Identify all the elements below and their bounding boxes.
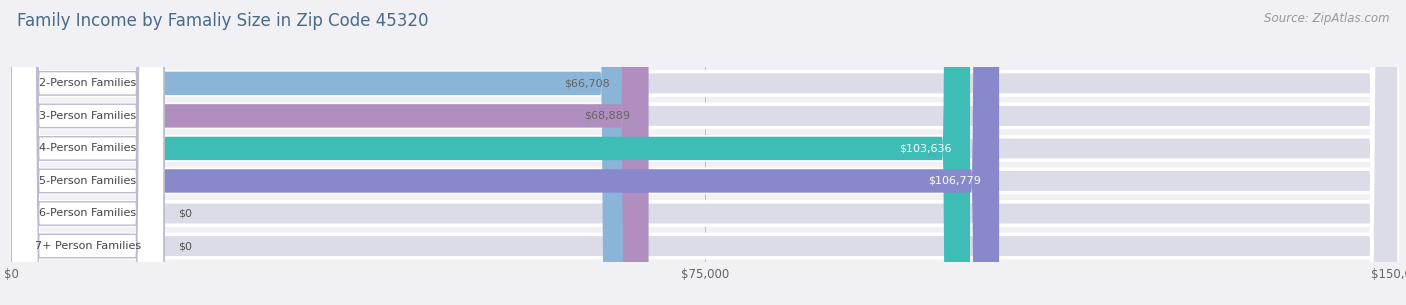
FancyBboxPatch shape [11, 0, 1399, 305]
FancyBboxPatch shape [11, 0, 1399, 305]
Text: Family Income by Famaliy Size in Zip Code 45320: Family Income by Famaliy Size in Zip Cod… [17, 12, 429, 30]
Text: $103,636: $103,636 [898, 143, 952, 153]
FancyBboxPatch shape [11, 0, 165, 305]
FancyBboxPatch shape [11, 0, 1399, 305]
Text: 6-Person Families: 6-Person Families [39, 209, 136, 218]
Text: $106,779: $106,779 [928, 176, 980, 186]
Text: $68,889: $68,889 [583, 111, 630, 121]
FancyBboxPatch shape [11, 0, 1399, 305]
FancyBboxPatch shape [11, 0, 165, 305]
FancyBboxPatch shape [11, 0, 165, 305]
Text: 5-Person Families: 5-Person Families [39, 176, 136, 186]
FancyBboxPatch shape [11, 0, 648, 305]
Text: $66,708: $66,708 [564, 78, 610, 88]
FancyBboxPatch shape [11, 0, 1399, 305]
FancyBboxPatch shape [11, 0, 1399, 305]
FancyBboxPatch shape [11, 0, 165, 305]
Text: 2-Person Families: 2-Person Families [39, 78, 136, 88]
Text: 4-Person Families: 4-Person Families [39, 143, 136, 153]
FancyBboxPatch shape [11, 0, 1000, 305]
Text: 7+ Person Families: 7+ Person Families [35, 241, 141, 251]
Text: Source: ZipAtlas.com: Source: ZipAtlas.com [1264, 12, 1389, 25]
Text: $0: $0 [177, 241, 191, 251]
Text: $0: $0 [177, 209, 191, 218]
Text: 3-Person Families: 3-Person Families [39, 111, 136, 121]
FancyBboxPatch shape [11, 0, 165, 305]
FancyBboxPatch shape [11, 0, 970, 305]
FancyBboxPatch shape [11, 0, 628, 305]
FancyBboxPatch shape [11, 0, 165, 305]
